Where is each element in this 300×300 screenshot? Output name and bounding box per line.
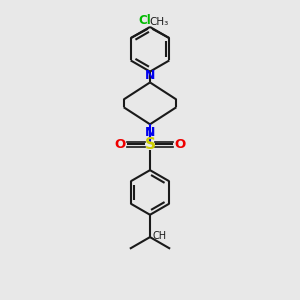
Text: O: O xyxy=(114,138,125,151)
Text: CH: CH xyxy=(152,230,167,241)
Text: N: N xyxy=(145,126,155,139)
Text: N: N xyxy=(145,69,155,82)
Text: S: S xyxy=(145,137,155,152)
Text: O: O xyxy=(175,138,186,151)
Text: CH₃: CH₃ xyxy=(149,17,169,27)
Text: Cl: Cl xyxy=(138,14,151,27)
